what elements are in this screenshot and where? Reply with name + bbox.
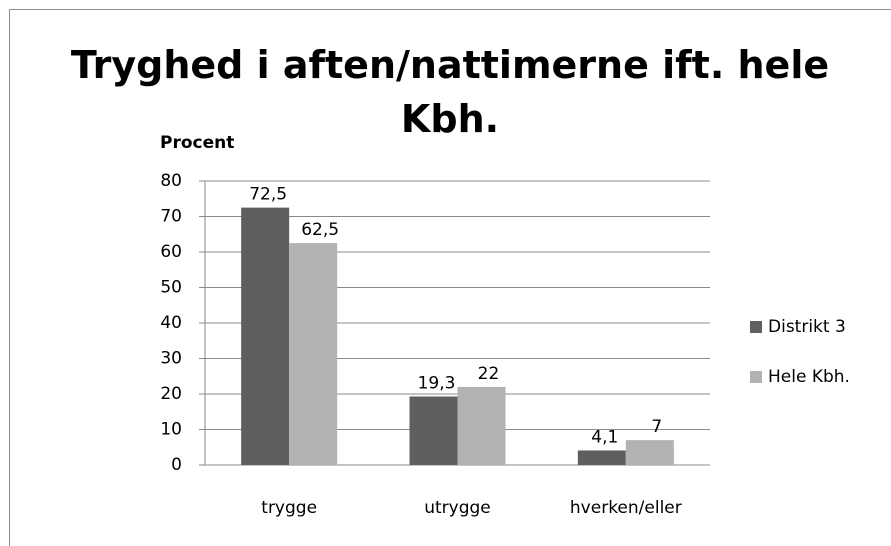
legend-swatch bbox=[750, 371, 762, 383]
y-tick-label: 80 bbox=[160, 171, 182, 191]
legend-label: Hele Kbh. bbox=[768, 367, 850, 387]
y-tick-label: 0 bbox=[171, 455, 182, 475]
frame bbox=[9, 9, 891, 546]
data-label: 62,5 bbox=[301, 220, 339, 240]
bar bbox=[289, 243, 338, 465]
data-label: 7 bbox=[651, 417, 662, 437]
data-label: 19,3 bbox=[418, 373, 456, 393]
bar bbox=[241, 207, 290, 465]
y-tick-label: 60 bbox=[160, 242, 182, 262]
x-tick-label: utrygge bbox=[424, 498, 491, 518]
y-tick-label: 30 bbox=[160, 349, 182, 369]
data-label: 4,1 bbox=[591, 427, 618, 447]
chart-title: Tryghed i aften/nattimerne ift. hele Kbh… bbox=[70, 43, 830, 141]
x-tick-label: hverken/eller bbox=[570, 498, 682, 518]
bar bbox=[577, 450, 626, 465]
y-tick-label: 20 bbox=[160, 384, 182, 404]
bar bbox=[457, 386, 506, 465]
legend-label: Distrikt 3 bbox=[768, 317, 846, 337]
y-tick-label: 50 bbox=[160, 278, 182, 298]
data-label: 72,5 bbox=[249, 185, 287, 205]
legend-swatch bbox=[750, 321, 762, 333]
data-label: 22 bbox=[478, 364, 500, 384]
y-tick-label: 10 bbox=[160, 420, 182, 440]
bar bbox=[625, 440, 674, 465]
x-tick-label: trygge bbox=[261, 498, 317, 518]
y-axis-label: Procent bbox=[160, 133, 234, 153]
y-tick-label: 70 bbox=[160, 207, 182, 227]
bar bbox=[409, 396, 458, 465]
y-tick-label: 40 bbox=[160, 313, 182, 333]
